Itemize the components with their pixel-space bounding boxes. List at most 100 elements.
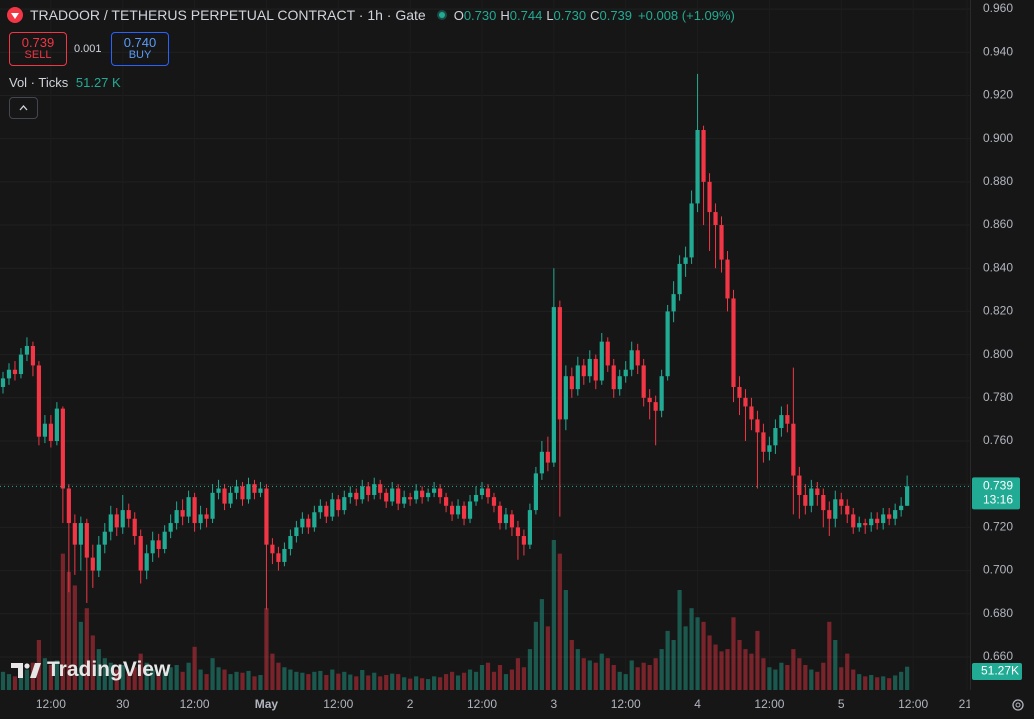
candle-body [246,484,251,500]
y-tick-label: 0.820 [983,304,1013,318]
volume-bar [629,660,634,690]
volume-bar [773,669,778,690]
volume-bar [78,621,83,690]
volume-bar [689,608,694,690]
x-tick-label: 12:00 [754,697,784,711]
candle-body [455,505,461,515]
volume-indicator: Vol · Ticks 51.27 K [9,75,121,90]
candle-body [743,397,748,407]
volume-bar [509,669,515,690]
candle-body [114,514,119,528]
y-tick-label: 0.940 [983,44,1013,58]
volume-bar [671,640,676,690]
candle-body [803,494,808,506]
volume-bar [72,585,77,690]
candle-body [84,523,89,558]
volume-bar [893,675,898,690]
settings-icon[interactable] [1010,697,1026,713]
candle-body [174,510,179,524]
candle-body [192,497,197,524]
candle-body [318,505,323,513]
candle-body [132,518,137,537]
candle-body [791,423,796,476]
volume-bar [264,608,269,690]
volume-bar [761,658,766,690]
volume-bar [833,640,838,690]
volume-bar [797,658,802,690]
volume-bar [521,667,527,690]
candle-body [509,514,515,528]
y-tick-label: 0.660 [983,649,1013,663]
volume-bar [821,662,826,690]
y-tick-label: 0.900 [983,131,1013,145]
candle-body [264,488,269,545]
candle-body [719,225,724,260]
volume-bar [54,660,59,690]
volume-bar [899,671,904,690]
candle-body [156,540,161,549]
last-price-label: 0.739 [983,479,1013,493]
volume-bar [252,676,257,690]
volume-bar [725,649,730,690]
volume-bar [851,669,856,690]
x-tick-label: 21: [959,697,976,711]
x-tick-label: May [255,697,279,711]
candle-body [384,492,389,502]
ohlc: O0.730 H0.744 L0.730 C0.739 [454,8,632,23]
sell-button[interactable]: 0.739 SELL [9,32,67,66]
candle-body [366,486,371,495]
volume-bar [449,671,455,690]
volume-bar [414,676,419,690]
candle-body [414,490,419,500]
candle-body [707,181,712,213]
volume-layer [0,540,910,690]
candle-body [18,354,24,375]
volume-bar [90,635,95,690]
volume-bar [390,673,395,690]
candle-body [276,553,281,562]
candle-body [647,397,652,403]
candle-body [180,510,185,517]
collapse-button[interactable] [9,97,38,119]
volume-bar [887,678,892,690]
candle-body [665,311,670,377]
candle-body [108,514,113,532]
volume-bar [240,672,245,690]
candle-body [222,488,227,504]
ohlc-label: L [546,7,554,23]
candle-body [797,475,802,495]
x-axis: 12:00 30 12:00 May 12:00 2 12:00 3 12:00 4 12:00 5 1… [36,697,976,711]
candle-body [539,451,544,474]
buy-button[interactable]: 0.740 BUY [111,32,169,66]
volume-bar [455,675,461,690]
volume-bar [342,671,347,690]
volume-bar [216,667,221,690]
volume-bar [222,669,227,690]
brand-logo: TradingView [10,658,170,682]
volume-bar [617,671,622,690]
candle-body [90,557,95,571]
candle-body [581,365,586,377]
volume-bar [270,653,275,690]
candle-body [306,518,311,528]
x-tick-label: 4 [694,697,701,711]
y-tick-label: 0.800 [983,347,1013,361]
candle-body [473,494,479,502]
candle-body [54,408,59,441]
ohlc-label: H [500,7,510,23]
volume-bar [611,665,616,690]
y-tick-label: 0.700 [983,563,1013,577]
candle-body [449,505,455,515]
candle-body [611,365,616,390]
candle-body [863,523,868,526]
volume-bar [731,617,736,690]
volume-bar [437,677,443,690]
volume-bar [809,669,814,690]
volume-bar [545,626,550,690]
volume-bar [12,676,18,690]
candle-body [294,527,299,537]
volume-bar [246,670,251,690]
ohlc-value: 0.739 [599,7,633,23]
candle-body [551,307,556,463]
ohlc-label: C [590,7,600,23]
